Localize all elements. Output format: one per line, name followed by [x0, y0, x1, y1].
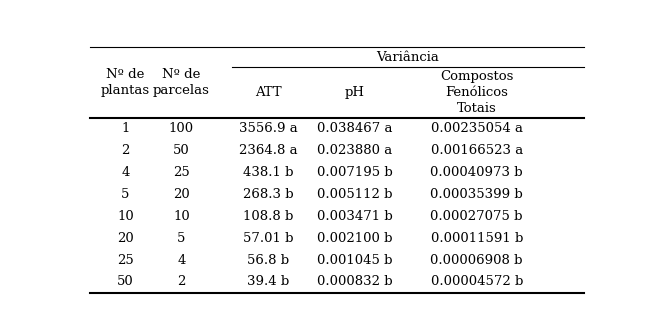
- Text: 0.001045 b: 0.001045 b: [317, 254, 392, 266]
- Text: 0.00011591 b: 0.00011591 b: [430, 232, 523, 245]
- Text: 25: 25: [117, 254, 134, 266]
- Text: 2: 2: [122, 144, 129, 157]
- Text: 0.000832 b: 0.000832 b: [317, 276, 392, 288]
- Text: 0.00027075 b: 0.00027075 b: [430, 210, 523, 223]
- Text: 56.8 b: 56.8 b: [247, 254, 289, 266]
- Text: 20: 20: [117, 232, 134, 245]
- Text: 5: 5: [122, 188, 129, 201]
- Text: 0.00166523 a: 0.00166523 a: [430, 144, 523, 157]
- Text: 0.002100 b: 0.002100 b: [317, 232, 392, 245]
- Text: 10: 10: [173, 210, 190, 223]
- Text: 3556.9 a: 3556.9 a: [238, 122, 298, 135]
- Text: 57.01 b: 57.01 b: [242, 232, 293, 245]
- Text: 0.003471 b: 0.003471 b: [317, 210, 392, 223]
- Text: 10: 10: [117, 210, 134, 223]
- Text: Nº de
parcelas: Nº de parcelas: [153, 68, 210, 97]
- Text: 0.00006908 b: 0.00006908 b: [430, 254, 523, 266]
- Text: 20: 20: [173, 188, 190, 201]
- Text: 0.007195 b: 0.007195 b: [317, 166, 392, 179]
- Text: 4: 4: [122, 166, 129, 179]
- Text: 0.00004572 b: 0.00004572 b: [430, 276, 523, 288]
- Text: 2364.8 a: 2364.8 a: [238, 144, 297, 157]
- Text: 0.038467 a: 0.038467 a: [317, 122, 392, 135]
- Text: 25: 25: [173, 166, 190, 179]
- Text: 268.3 b: 268.3 b: [242, 188, 293, 201]
- Text: 50: 50: [117, 276, 134, 288]
- Text: 5: 5: [177, 232, 185, 245]
- Text: 39.4 b: 39.4 b: [247, 276, 289, 288]
- Text: Compostos
Fenólicos
Totais: Compostos Fenólicos Totais: [440, 70, 513, 115]
- Text: 108.8 b: 108.8 b: [243, 210, 293, 223]
- Text: 0.00235054 a: 0.00235054 a: [431, 122, 523, 135]
- Text: 0.00035399 b: 0.00035399 b: [430, 188, 523, 201]
- Text: 0.00040973 b: 0.00040973 b: [430, 166, 523, 179]
- Text: pH: pH: [344, 86, 365, 99]
- Text: 0.005112 b: 0.005112 b: [317, 188, 392, 201]
- Text: 0.023880 a: 0.023880 a: [317, 144, 392, 157]
- Text: Variância: Variância: [376, 51, 440, 64]
- Text: 2: 2: [177, 276, 185, 288]
- Text: 100: 100: [169, 122, 194, 135]
- Text: ATT: ATT: [255, 86, 281, 99]
- Text: 4: 4: [177, 254, 185, 266]
- Text: Nº de
plantas: Nº de plantas: [101, 68, 150, 97]
- Text: 438.1 b: 438.1 b: [242, 166, 293, 179]
- Text: 1: 1: [122, 122, 129, 135]
- Text: 50: 50: [173, 144, 190, 157]
